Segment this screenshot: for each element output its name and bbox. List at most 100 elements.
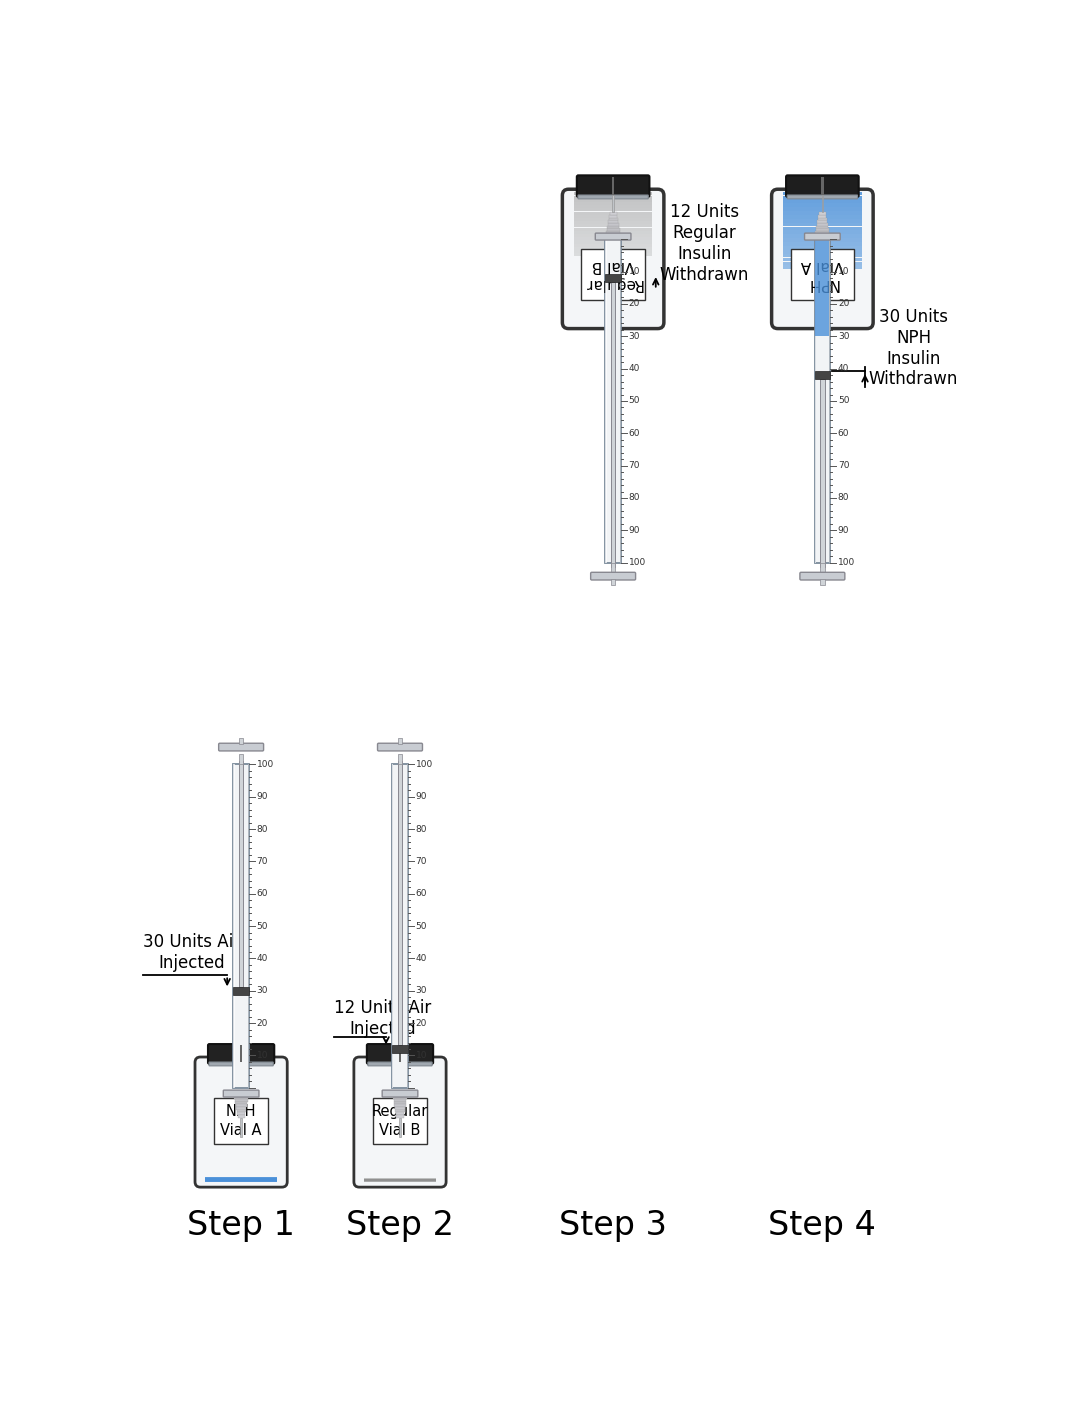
Bar <box>574 227 652 231</box>
Text: 20: 20 <box>257 1018 268 1028</box>
Bar <box>783 196 862 199</box>
Text: 60: 60 <box>257 890 269 898</box>
Text: NPH
Vial A: NPH Vial A <box>800 258 844 292</box>
Text: 30: 30 <box>838 331 850 341</box>
Text: 80: 80 <box>415 825 427 833</box>
Bar <box>237 1110 246 1112</box>
Text: 100: 100 <box>415 760 432 768</box>
Text: 50: 50 <box>257 922 269 931</box>
FancyBboxPatch shape <box>591 572 636 580</box>
FancyBboxPatch shape <box>581 248 645 300</box>
Text: 10: 10 <box>629 266 640 276</box>
FancyBboxPatch shape <box>383 1045 417 1063</box>
FancyBboxPatch shape <box>382 1090 418 1097</box>
Bar <box>239 753 244 764</box>
Text: 20: 20 <box>415 1018 427 1028</box>
Text: 20: 20 <box>629 299 640 309</box>
Bar <box>239 760 244 987</box>
Bar <box>394 1101 406 1104</box>
Bar <box>574 192 652 196</box>
Bar <box>613 196 614 213</box>
Text: 90: 90 <box>415 792 427 801</box>
FancyBboxPatch shape <box>786 175 858 197</box>
Bar <box>783 214 862 219</box>
FancyBboxPatch shape <box>207 1043 274 1063</box>
FancyBboxPatch shape <box>367 1043 434 1063</box>
Bar <box>205 1177 277 1180</box>
Text: 50: 50 <box>629 396 640 406</box>
Bar <box>783 243 862 245</box>
Bar <box>610 563 616 574</box>
Bar <box>205 1177 277 1179</box>
Text: 40: 40 <box>838 364 850 374</box>
Bar <box>608 220 618 223</box>
Bar <box>394 1104 405 1107</box>
Bar <box>610 580 616 585</box>
Bar <box>816 240 829 337</box>
Bar <box>205 1179 277 1182</box>
Bar <box>248 764 249 1087</box>
Bar <box>205 1177 277 1180</box>
Text: 90: 90 <box>838 526 850 534</box>
Text: 30 Units
NPH
Insulin
Withdrawn: 30 Units NPH Insulin Withdrawn <box>869 307 959 388</box>
FancyBboxPatch shape <box>215 1045 268 1063</box>
Text: 20: 20 <box>838 299 850 309</box>
Bar <box>783 265 862 269</box>
Text: 30: 30 <box>257 986 269 995</box>
Bar <box>607 226 619 228</box>
Bar <box>606 231 620 234</box>
FancyBboxPatch shape <box>595 233 631 240</box>
Bar <box>607 228 619 231</box>
Text: 100: 100 <box>257 760 274 768</box>
FancyBboxPatch shape <box>800 572 845 580</box>
Bar <box>364 1179 436 1180</box>
Text: 40: 40 <box>629 364 640 374</box>
FancyBboxPatch shape <box>381 1045 419 1063</box>
Bar <box>397 753 402 764</box>
Bar <box>610 282 616 567</box>
Bar <box>574 254 652 257</box>
Bar <box>234 1097 248 1098</box>
Bar <box>816 228 829 231</box>
Bar <box>619 240 621 563</box>
Bar <box>234 987 249 994</box>
Bar <box>574 244 652 247</box>
Bar <box>783 234 862 238</box>
Bar <box>400 1118 401 1136</box>
Bar <box>396 1112 404 1115</box>
Bar <box>574 206 652 209</box>
Text: 10: 10 <box>257 1050 269 1060</box>
Bar <box>574 247 652 250</box>
Text: Step 4: Step 4 <box>769 1210 876 1242</box>
Bar <box>817 223 828 226</box>
Bar <box>783 219 862 223</box>
FancyBboxPatch shape <box>213 1045 270 1063</box>
Text: 70: 70 <box>257 857 269 866</box>
Bar <box>364 1179 436 1180</box>
Text: 40: 40 <box>257 955 268 963</box>
Bar <box>574 231 652 234</box>
Bar <box>817 220 828 223</box>
Bar <box>399 1045 401 1062</box>
Bar <box>608 217 618 220</box>
Bar <box>821 196 823 213</box>
FancyBboxPatch shape <box>372 1098 427 1145</box>
FancyBboxPatch shape <box>209 1045 274 1063</box>
FancyBboxPatch shape <box>211 1045 272 1063</box>
FancyBboxPatch shape <box>562 189 664 329</box>
Bar <box>396 1115 404 1118</box>
FancyBboxPatch shape <box>209 1062 273 1066</box>
Bar <box>364 1179 436 1180</box>
Bar <box>783 250 862 254</box>
Bar <box>819 213 826 214</box>
Bar <box>783 238 862 243</box>
Bar <box>364 1179 436 1182</box>
FancyBboxPatch shape <box>371 1045 428 1063</box>
Bar <box>392 1045 407 1053</box>
FancyBboxPatch shape <box>787 195 857 199</box>
FancyBboxPatch shape <box>578 195 649 199</box>
Bar <box>205 1179 277 1180</box>
Bar <box>820 379 824 567</box>
Bar <box>783 254 862 258</box>
Text: 80: 80 <box>838 493 850 502</box>
